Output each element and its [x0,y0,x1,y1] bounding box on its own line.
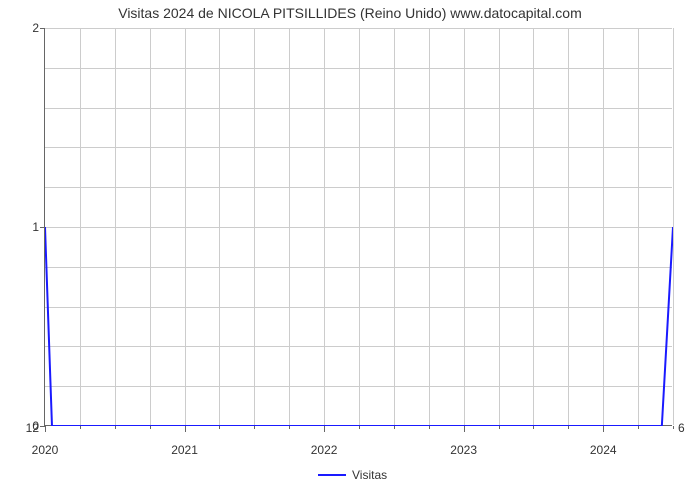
x-tick [464,426,465,432]
x-tick [324,426,325,432]
x-tick-minor [150,426,151,429]
x-tick-minor [568,426,569,429]
secondary-right-label: 6 [672,421,685,435]
chart-container: Visitas 2024 de NICOLA PITSILLIDES (Rein… [0,0,700,500]
x-tick-minor [289,426,290,429]
x-tick [185,426,186,432]
secondary-left-label: 12 [26,421,45,435]
plot-area: 01220202021202220232024126 [44,28,672,426]
x-tick [603,426,604,432]
x-tick-minor [219,426,220,429]
x-tick-minor [429,426,430,429]
chart-title: Visitas 2024 de NICOLA PITSILLIDES (Rein… [0,5,700,21]
x-tick-minor [638,426,639,429]
legend-swatch [318,474,346,476]
x-tick-minor [115,426,116,429]
x-tick [45,426,46,432]
legend: Visitas [318,468,387,482]
x-tick-minor [359,426,360,429]
series-line [45,28,673,426]
x-tick-minor [533,426,534,429]
x-tick-minor [80,426,81,429]
x-tick-minor [254,426,255,429]
legend-label: Visitas [352,468,387,482]
gridline-v-minor [673,28,674,425]
x-tick-minor [394,426,395,429]
x-tick-minor [499,426,500,429]
